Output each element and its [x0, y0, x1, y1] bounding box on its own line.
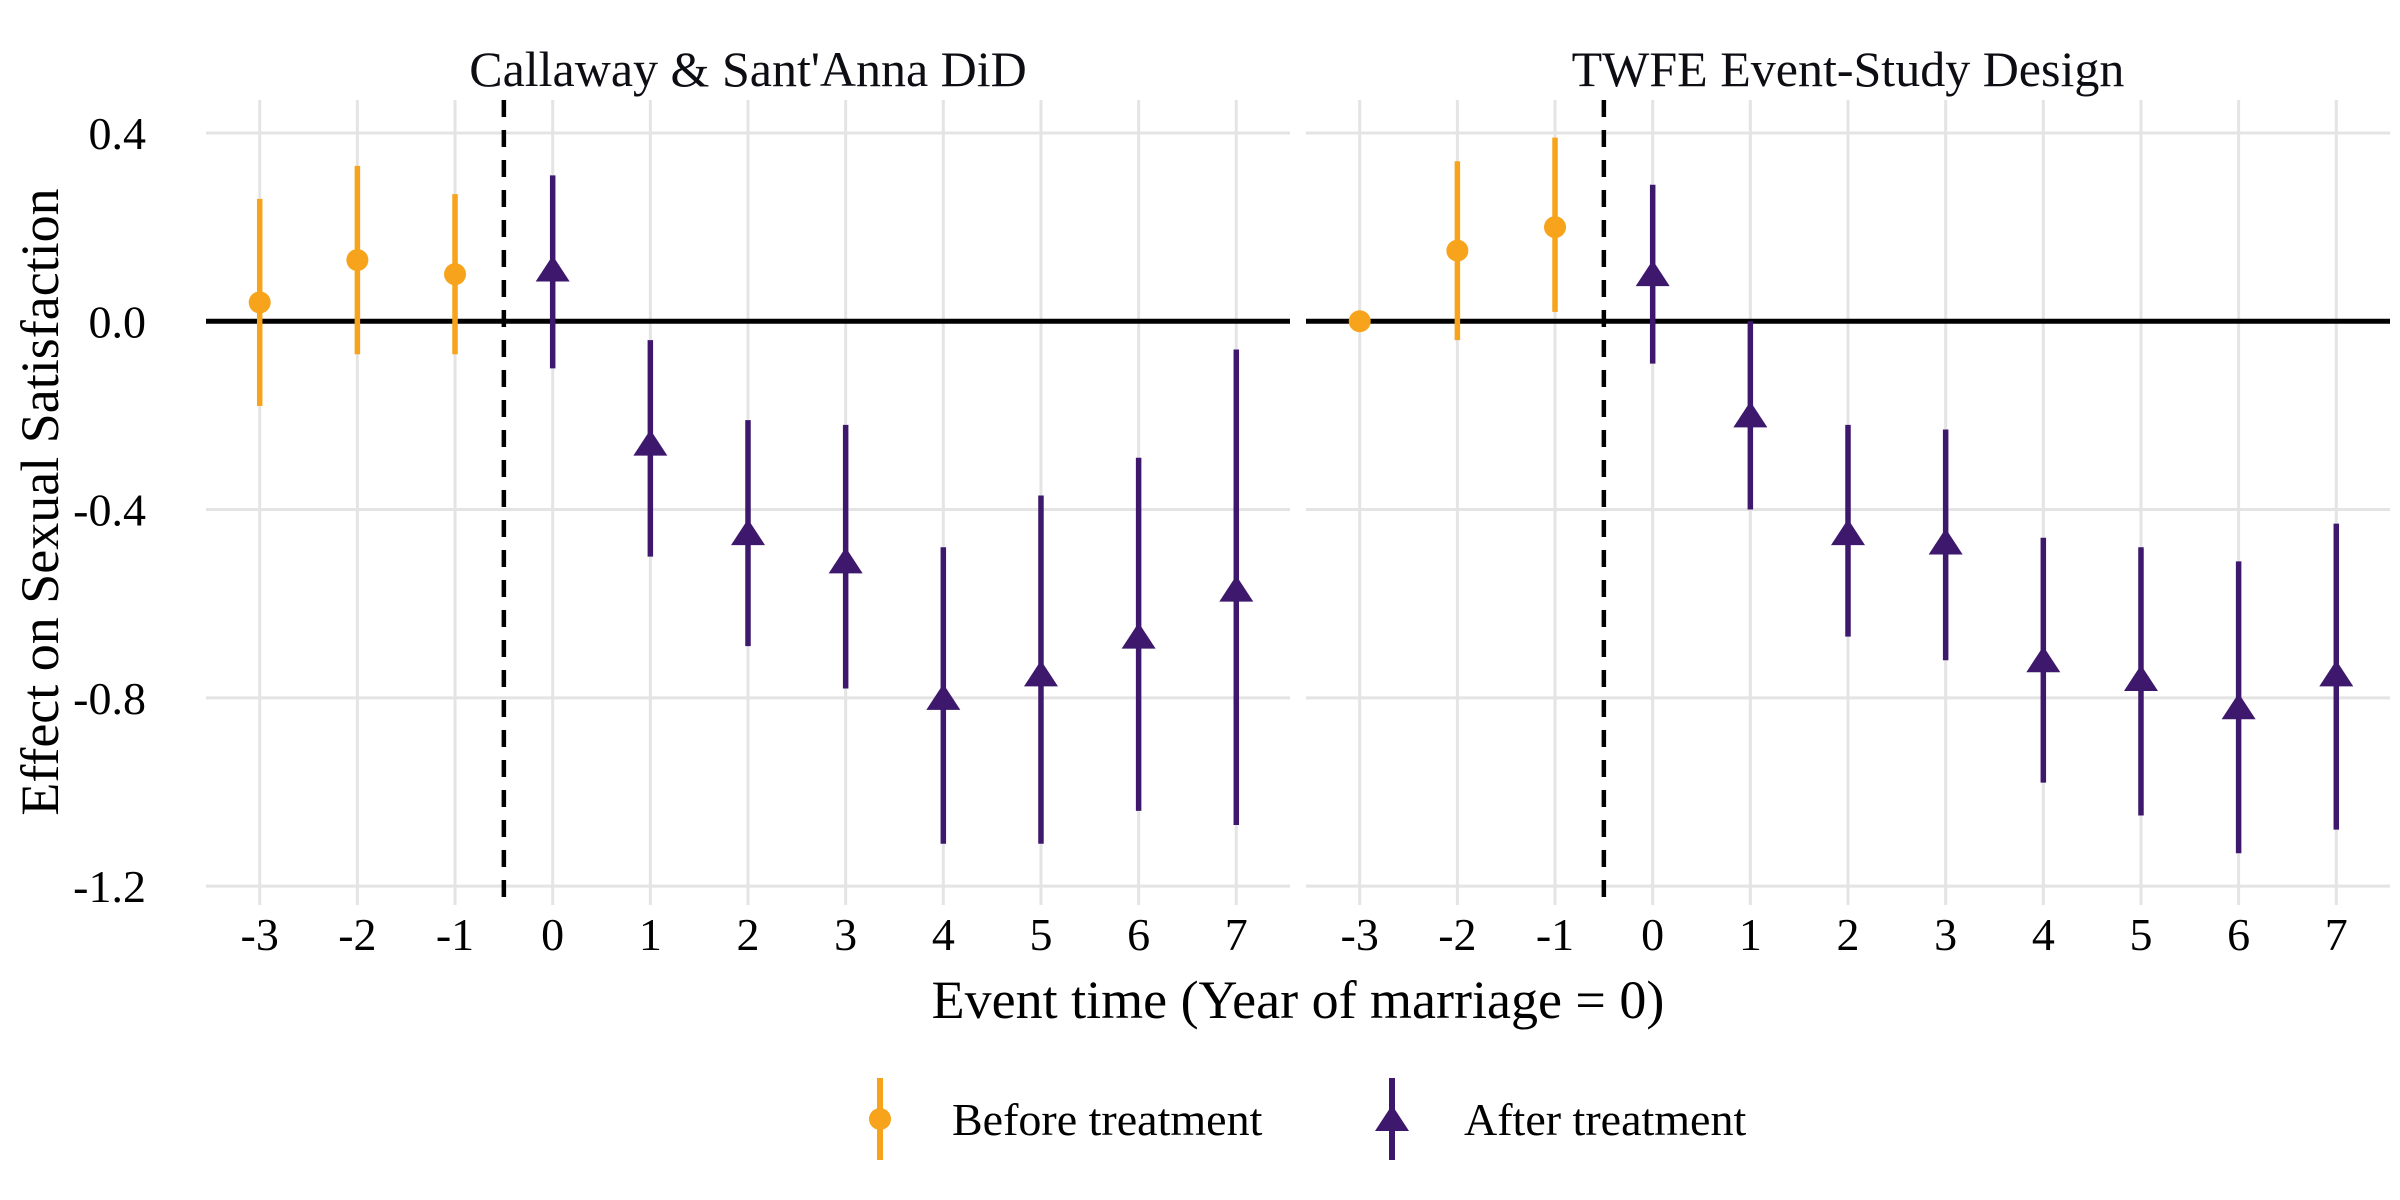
estimate-point-triangle: [2026, 646, 2061, 673]
legend-after-label: After treatment: [1464, 1094, 1746, 1145]
x-tick-label: -2: [1438, 909, 1476, 960]
estimate-point-circle: [1446, 239, 1469, 262]
estimate-point-circle: [1544, 216, 1567, 239]
x-tick-label: 4: [932, 909, 955, 960]
x-tick-label: 0: [541, 909, 564, 960]
x-tick-label: -1: [1536, 909, 1574, 960]
y-tick-label: 0.4: [89, 108, 147, 159]
legend-before-label: Before treatment: [952, 1094, 1263, 1145]
estimate-point-triangle: [633, 429, 668, 456]
estimate-point-triangle: [1928, 528, 1963, 555]
x-tick-label: 3: [834, 909, 857, 960]
x-tick-label: 3: [1934, 909, 1957, 960]
legend-after-triangle-icon: [1375, 1105, 1409, 1131]
y-axis-title: Effect on Sexual Satisfaction: [10, 188, 70, 815]
x-tick-label: 7: [2325, 909, 2348, 960]
x-tick-label: 2: [737, 909, 760, 960]
x-tick-label: -1: [436, 909, 474, 960]
x-tick-label: 7: [1225, 909, 1248, 960]
estimate-point-triangle: [828, 547, 863, 574]
left-panel: -3 -2 -1 0 1 2 3 4 5 6 7 0.4 0.0 -0.4 -0.8 -1.2: [73, 100, 1290, 960]
estimate-point-triangle: [1733, 401, 1768, 428]
estimate-point-triangle: [2221, 693, 2256, 720]
estimate-point-triangle: [1121, 622, 1156, 649]
x-axis-title: Event time (Year of marriage = 0): [932, 970, 1665, 1030]
x-tick-label: 6: [2227, 909, 2250, 960]
estimate-point-triangle: [2319, 660, 2354, 687]
estimate-point-triangle: [1831, 519, 1865, 546]
x-tick-label: 1: [1739, 909, 1762, 960]
right-panel: -3 -2 -1 0 1 2 3 4 5 6 7: [1306, 100, 2390, 960]
estimate-point-triangle: [2123, 665, 2158, 692]
y-tick-label: -0.4: [73, 485, 146, 536]
panel-title-right: TWFE Event-Study Design: [1572, 41, 2125, 97]
x-tick-label: -3: [1341, 909, 1379, 960]
legend-before-circle-icon: [869, 1108, 891, 1130]
y-tick-label: -1.2: [73, 861, 146, 912]
x-tick-label: -3: [241, 909, 279, 960]
x-tick-label: 5: [2129, 909, 2152, 960]
x-tick-label: 4: [2032, 909, 2055, 960]
panels-layer: -3 -2 -1 0 1 2 3 4 5 6 7 0.4 0.0 -0.4 -0.8 -1.2 -3 -2 -1 0 1…: [73, 100, 2390, 960]
estimate-point-triangle: [1219, 575, 1254, 602]
y-tick-label: 0.0: [89, 296, 147, 347]
legend: Before treatment After treatment: [869, 1078, 1746, 1160]
estimate-point-triangle: [1023, 660, 1058, 687]
panel-title-left: Callaway & Sant'Anna DiD: [469, 41, 1027, 97]
x-tick-label: 5: [1029, 909, 1052, 960]
estimate-point-triangle: [1635, 260, 1670, 287]
estimate-point-circle: [248, 291, 271, 314]
estimate-point-circle: [1348, 310, 1371, 333]
estimate-point-circle: [444, 263, 467, 286]
x-tick-label: 6: [1127, 909, 1150, 960]
x-tick-label: 0: [1641, 909, 1664, 960]
estimate-point-triangle: [731, 519, 765, 546]
x-tick-label: -2: [338, 909, 376, 960]
x-tick-label: 2: [1837, 909, 1860, 960]
x-tick-label: 1: [639, 909, 662, 960]
y-tick-label: -0.8: [73, 673, 146, 724]
estimate-point-circle: [346, 249, 369, 272]
estimate-point-triangle: [535, 255, 570, 282]
estimate-point-triangle: [926, 683, 961, 710]
